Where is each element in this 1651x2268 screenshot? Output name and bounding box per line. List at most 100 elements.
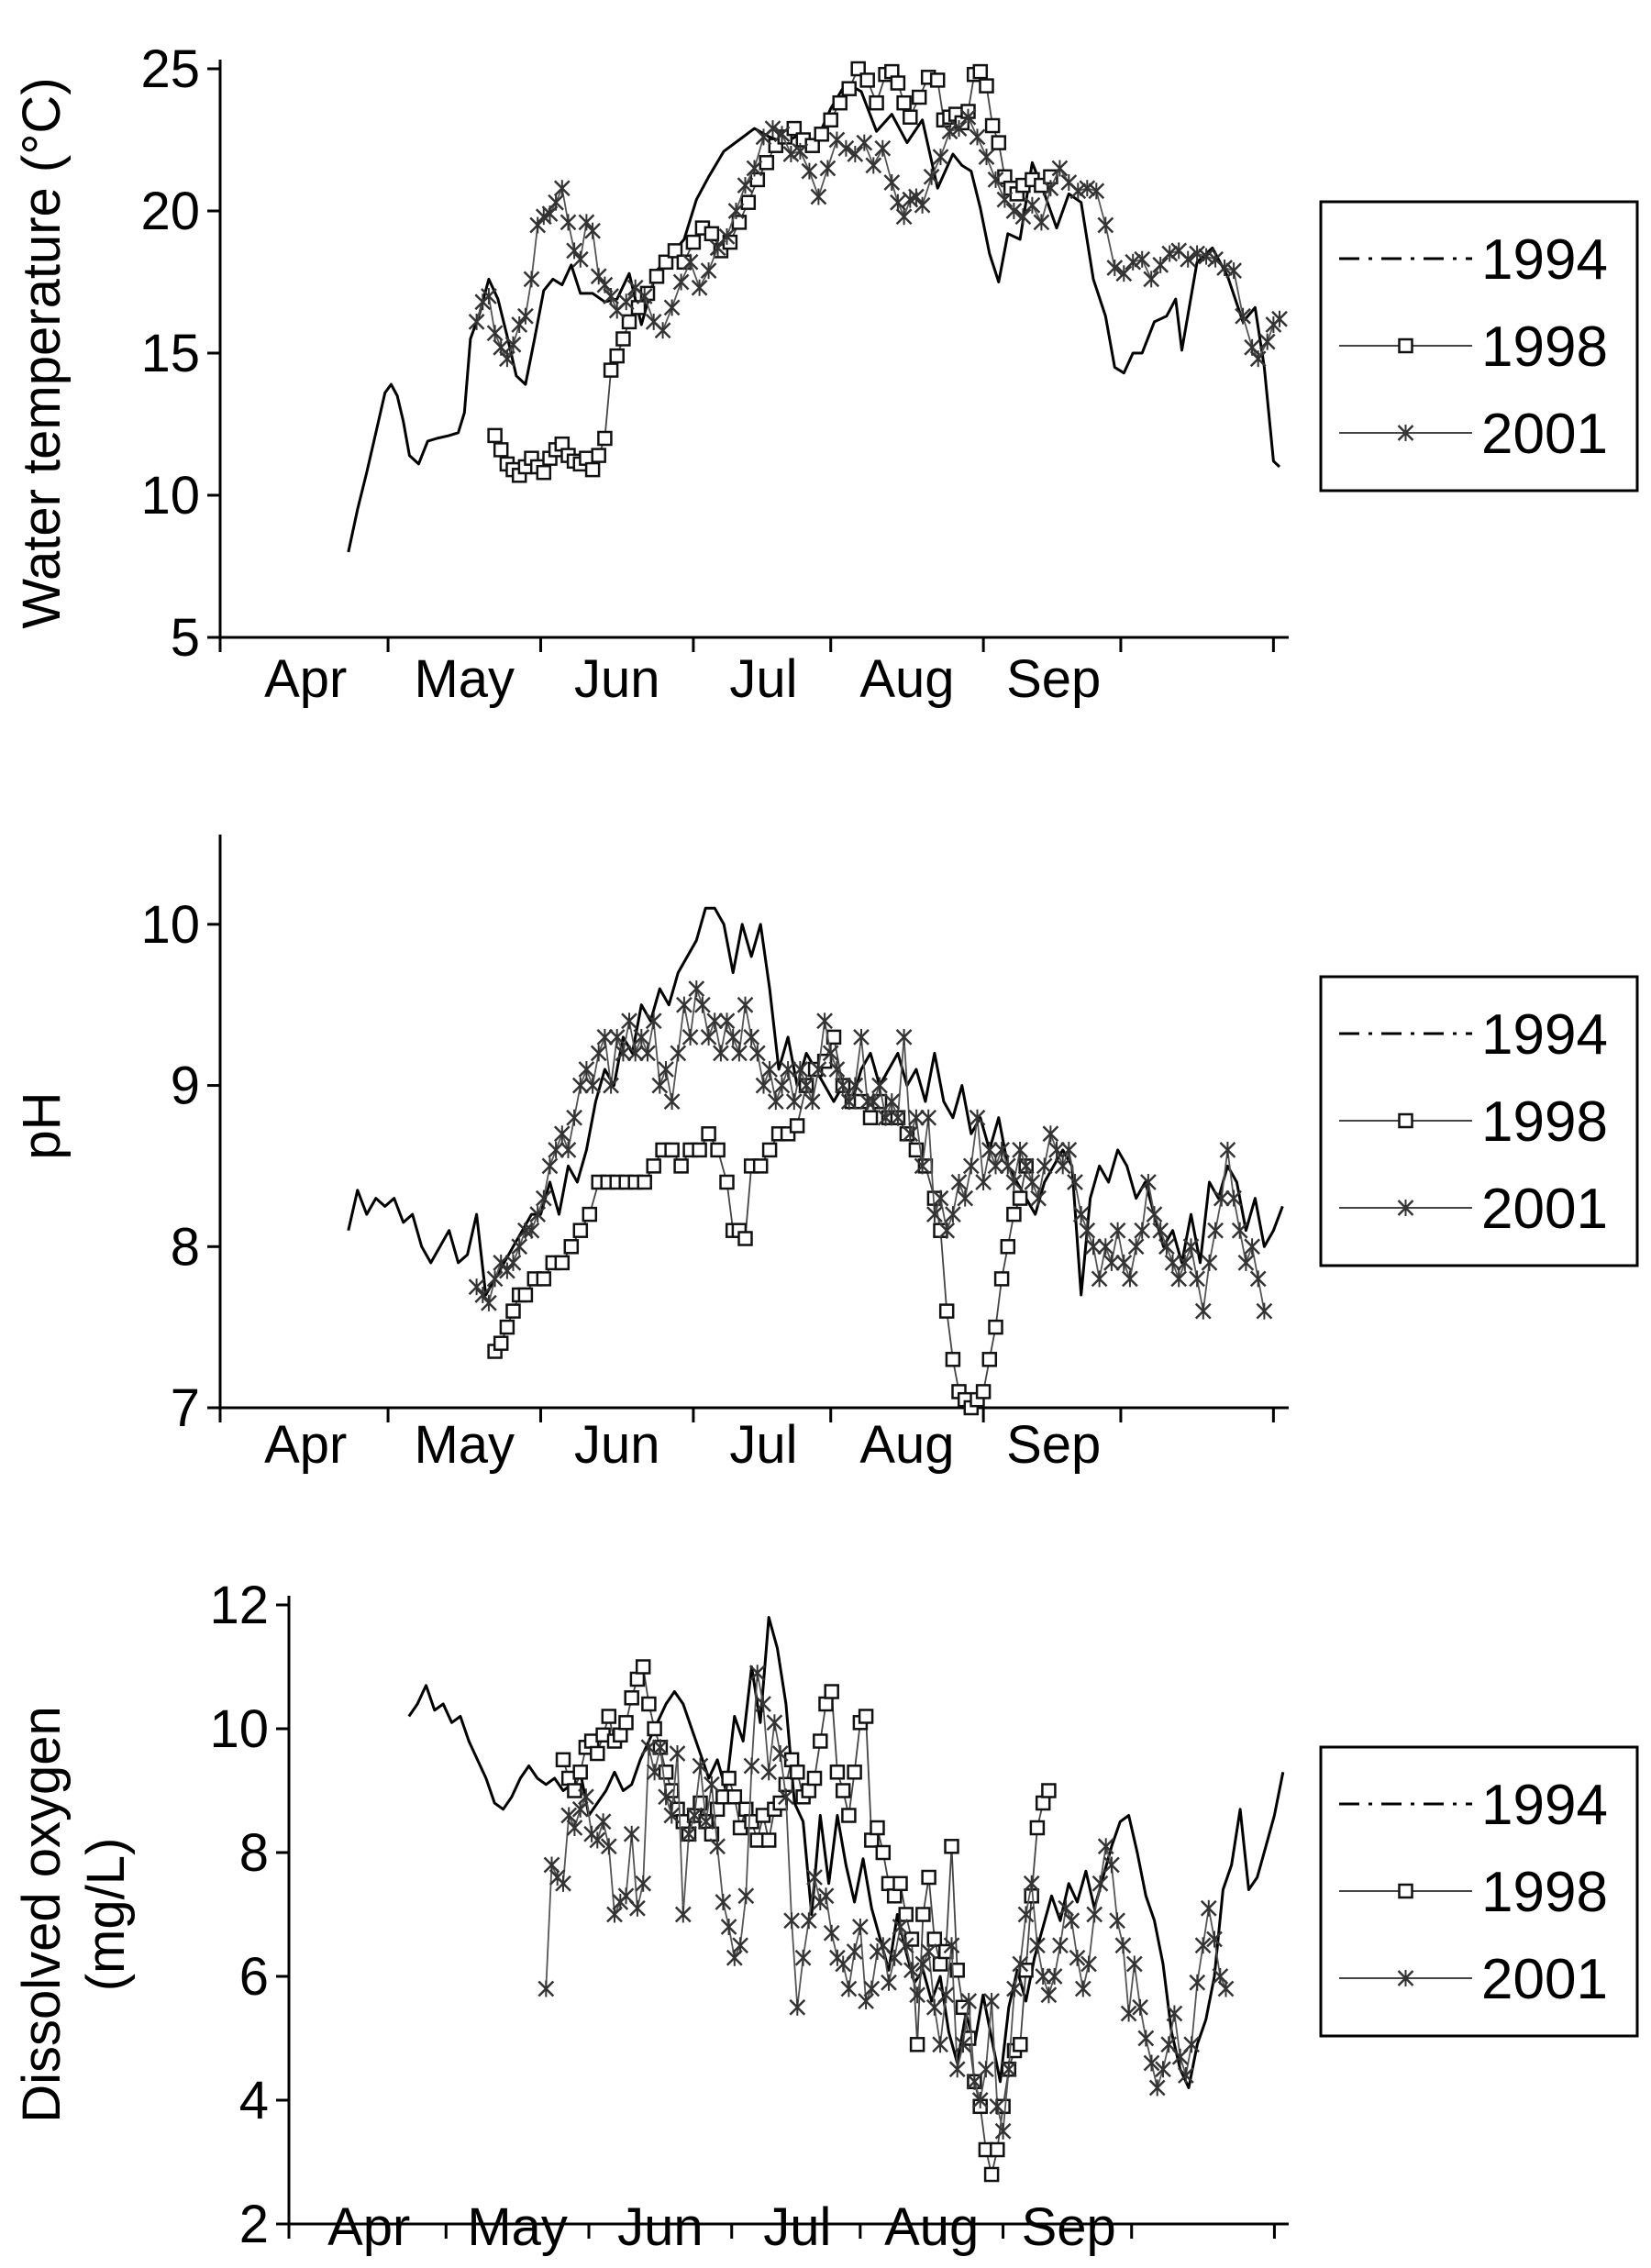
data-point-2001 <box>1066 1172 1084 1192</box>
data-point-2001 <box>974 1172 992 1192</box>
data-point-2001 <box>1151 1221 1169 1240</box>
data-point-2001 <box>654 320 671 340</box>
y-axis-label: Dissolved oxygen <box>12 1706 72 2123</box>
data-point-2001 <box>1051 159 1069 178</box>
data-point-1998 <box>647 1720 662 1737</box>
data-point-2001 <box>755 1076 772 1095</box>
data-point-1998 <box>984 117 1001 134</box>
data-point-1998 <box>915 1907 931 1922</box>
data-point-2001 <box>535 1189 553 1208</box>
chart-panels: 25 20 15 10 5 Apr May Jun Jul Aug Sep Water tempera… <box>12 39 1639 2257</box>
x-tick-label: May <box>414 649 515 709</box>
data-point-2001 <box>553 178 571 198</box>
data-point-1998 <box>921 1869 936 1886</box>
data-point-2001 <box>937 1986 955 2005</box>
data-point-1998 <box>493 442 509 458</box>
data-point-2001 <box>759 1763 778 1782</box>
data-point-1998 <box>613 1727 628 1743</box>
data-point-2001 <box>468 312 485 332</box>
data-point-1998 <box>929 72 946 88</box>
data-point-2001 <box>948 2060 966 2079</box>
legend-entry-1994: 1994 <box>1339 1003 1608 1067</box>
series-1994 <box>347 82 1281 553</box>
legend-entry-1998: 1998 <box>1339 1861 1608 1924</box>
data-point-2001 <box>1115 1253 1133 1273</box>
data-point-2001 <box>1256 1301 1273 1321</box>
data-point-1998 <box>903 109 918 125</box>
data-point-2001 <box>663 1091 681 1112</box>
data-point-2001 <box>822 1044 839 1063</box>
data-point-2001 <box>743 1756 760 1776</box>
series-line-2001 <box>545 1672 1227 2132</box>
data-point-1998 <box>859 72 875 88</box>
data-point-1998 <box>710 1142 726 1158</box>
data-point-2001 <box>727 201 745 221</box>
data-point-2001 <box>1133 1221 1151 1240</box>
y-tick-label: 5 <box>171 608 200 668</box>
y-tick-label: 2 <box>239 2195 269 2254</box>
data-point-1998 <box>988 1319 1003 1335</box>
data-point-2001 <box>923 167 940 187</box>
data-point-2001 <box>645 1012 662 1031</box>
data-point-2001 <box>486 324 504 343</box>
data-point-2001 <box>1139 1172 1158 1192</box>
data-point-2001 <box>1125 1954 1144 1974</box>
data-point-2001 <box>541 1156 559 1176</box>
x-tick-label: Jun <box>574 649 660 709</box>
data-point-2001 <box>1028 1936 1047 1955</box>
x-tick-label: Sep <box>1006 1415 1101 1475</box>
data-point-2001 <box>760 1059 779 1079</box>
data-point-2001 <box>583 221 602 240</box>
data-point-2001 <box>748 1044 767 1063</box>
data-point-1998 <box>719 1174 735 1190</box>
data-point-2001 <box>950 1172 968 1192</box>
data-point-2001 <box>578 213 595 232</box>
data-point-2001 <box>889 193 907 212</box>
legend-marker <box>1398 1883 1413 1899</box>
y-tick-label: 10 <box>209 1699 269 1759</box>
data-point-2001 <box>1137 2029 1155 2048</box>
data-point-2001 <box>828 1059 846 1079</box>
data-point-1998 <box>789 1118 805 1134</box>
data-point-2001 <box>620 1012 638 1031</box>
data-point-1998 <box>835 1783 851 1798</box>
data-point-2001 <box>1158 1237 1176 1256</box>
series-2001 <box>468 107 1289 369</box>
data-point-2001 <box>1169 1269 1188 1289</box>
data-point-1998 <box>584 461 601 478</box>
data-point-2001 <box>1063 1911 1080 1931</box>
series-1998 <box>555 1659 1057 2183</box>
data-point-2001 <box>565 241 583 260</box>
data-point-1998 <box>648 269 665 284</box>
data-point-1998 <box>761 1142 778 1158</box>
series-2001 <box>468 979 1273 1321</box>
data-point-2001 <box>1079 1221 1096 1240</box>
data-point-2001 <box>623 1824 640 1844</box>
data-point-1998 <box>1012 1190 1028 1206</box>
data-point-1998 <box>926 1931 943 1947</box>
data-point-2001 <box>895 206 913 227</box>
data-point-2001 <box>602 286 620 306</box>
data-point-1998 <box>890 75 906 91</box>
data-point-1998 <box>563 1239 580 1255</box>
data-point-2001 <box>956 1189 974 1208</box>
series-2001 <box>537 1664 1235 2141</box>
data-point-1998 <box>824 1684 839 1699</box>
x-tick-label: Sep <box>1006 649 1101 709</box>
data-point-2001 <box>978 147 995 167</box>
data-point-1998 <box>637 1174 652 1190</box>
legend-entry-1998: 1998 <box>1339 1090 1608 1154</box>
data-point-2001 <box>856 133 873 152</box>
x-tick-label: Jul <box>763 2197 831 2257</box>
data-point-1998 <box>572 1223 589 1238</box>
data-point-2001 <box>674 1905 693 1924</box>
x-tick-label: Aug <box>884 2197 979 2257</box>
data-point-2001 <box>1176 1253 1194 1273</box>
data-point-1998 <box>536 1271 552 1287</box>
legend-entry-2001: 2001 <box>1339 1178 1608 1241</box>
legend-marker <box>1398 1112 1413 1129</box>
data-point-1998 <box>832 94 848 111</box>
data-point-2001 <box>1005 1172 1023 1192</box>
data-point-2001 <box>1108 1911 1126 1931</box>
series-line-1998 <box>562 1665 1050 2175</box>
